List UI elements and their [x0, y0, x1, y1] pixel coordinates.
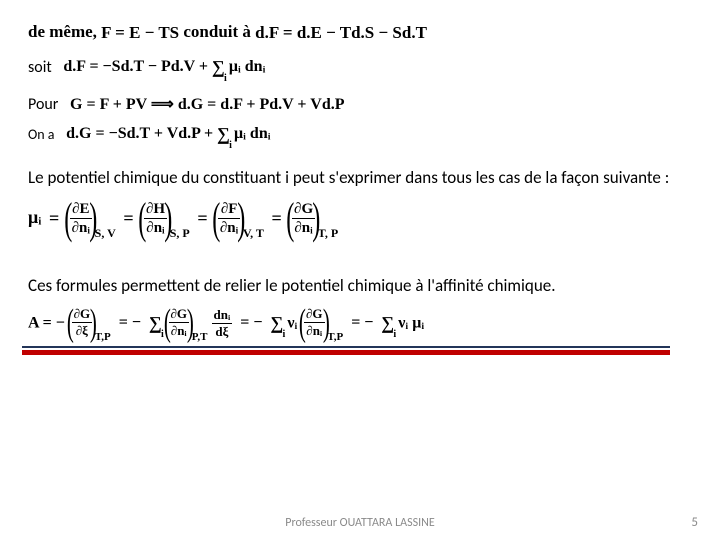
slide: de même, F = E − TS conduit à d.F = d.E … [0, 0, 720, 540]
row-ona: On a d.G = −Sd.T + Vd.P + ∑i μᵢ dnᵢ [28, 124, 692, 145]
mu-t2-vars: S, P [170, 226, 190, 241]
aff-sum3: ∑i [381, 313, 394, 334]
aff-sum1: ∑i [149, 313, 162, 334]
mu-equation: μᵢ = (∂E∂nᵢ)S, V = (∂H∂nᵢ)S, P = (∂F∂nᵢ)… [28, 197, 692, 241]
sum-soit-idx: i [224, 73, 227, 84]
affinity-equation: A = − (∂G∂ξ)T,P = − ∑i (∂G∂nᵢ)P,T dnᵢdξ … [28, 304, 692, 344]
mu-t1-vars: S, V [95, 226, 116, 241]
underline-dark [22, 346, 670, 348]
aff-sum2-idx: i [283, 329, 286, 340]
row-pour: Pour G = F + PV ⟹ d.G = d.F + Pd.V + Vd.… [28, 94, 692, 114]
aff-t4: νᵢ μᵢ [398, 314, 424, 331]
formula-soit: d.F = −Sd.T − Pd.V + ∑i μᵢ dnᵢ [63, 57, 265, 78]
aff-t2b: dnᵢdξ [212, 307, 233, 340]
mu-term-3: (∂F∂nᵢ)V, T [215, 197, 264, 241]
sum-ona: ∑i [217, 124, 230, 145]
eq-3: = [197, 208, 207, 229]
intro-fdef: F = E − TS [101, 23, 179, 43]
label-ona: On a [28, 126, 55, 143]
intro-prefix: de même, [28, 22, 101, 41]
formula-soit-post: μᵢ dnᵢ [225, 58, 266, 75]
intro-mid: conduit à [179, 22, 255, 41]
formula-ona-pre: d.G = −Sd.T + Vd.P + [66, 125, 217, 142]
eq-4: = [272, 208, 282, 229]
sum-soit: ∑i [212, 57, 225, 78]
aff-t2-vars: P,T [192, 331, 208, 343]
mu-term-1: (∂E∂nᵢ)S, V [67, 197, 116, 241]
aff-t1-vars: T,P [95, 331, 111, 343]
sum-ona-idx: i [229, 140, 232, 151]
aff-t2b-den: dξ [212, 324, 233, 340]
aff-eq2: = − [240, 314, 262, 332]
mu-term-2: (∂H∂nᵢ)S, P [141, 197, 189, 241]
intro-df: d.F = d.E − Td.S − Sd.T [255, 23, 427, 43]
mu-term-4: (∂G∂nᵢ)T, P [289, 197, 338, 241]
aff-t3: (∂G∂nᵢ)T,P [301, 304, 343, 344]
aff-sum2: ∑i [271, 313, 284, 334]
underline-red [22, 350, 670, 355]
aff-eq3: = − [351, 314, 373, 332]
mu-lhs: μᵢ [28, 206, 41, 226]
aff-sum3-idx: i [393, 329, 396, 340]
formula-soit-pre: d.F = −Sd.T − Pd.V + [63, 58, 212, 75]
paragraph-potentiel: Le potentiel chimique du constituant i p… [28, 167, 692, 188]
aff-t3-den: ∂nᵢ [304, 323, 325, 339]
row-soit: soit d.F = −Sd.T − Pd.V + ∑i μᵢ dnᵢ [28, 57, 692, 78]
mu-t4-vars: T, P [318, 226, 338, 241]
formula-ona: d.G = −Sd.T + Vd.P + ∑i μᵢ dnᵢ [66, 124, 270, 145]
page-number: 5 [691, 515, 698, 530]
aff-t1: (∂G∂ξ)T,P [69, 304, 111, 344]
aff-t2: (∂G∂nᵢ)P,T [166, 304, 208, 344]
aff-lhs: A = − [28, 314, 65, 331]
aff-nu: νᵢ [287, 314, 297, 331]
formula-pour: G = F + PV ⟹ d.G = d.F + Pd.V + Vd.P [70, 94, 344, 114]
intro-line: de même, F = E − TS conduit à d.F = d.E … [28, 22, 692, 43]
mu-t3-vars: V, T [243, 226, 264, 241]
formula-ona-post: μᵢ dnᵢ [230, 125, 271, 142]
aff-t3-num: ∂G [304, 306, 325, 323]
label-pour: Pour [28, 95, 58, 114]
label-soit: soit [28, 58, 52, 77]
paragraph-affinite: Ces formules permettent de relier le pot… [28, 275, 692, 296]
eq-2: = [123, 208, 133, 229]
eq-1: = [49, 208, 59, 229]
aff-eq1: = − [119, 314, 141, 332]
aff-t2b-num: dnᵢ [212, 307, 233, 324]
footer-text: Professeur OUATTARA LASSINE [0, 516, 720, 530]
